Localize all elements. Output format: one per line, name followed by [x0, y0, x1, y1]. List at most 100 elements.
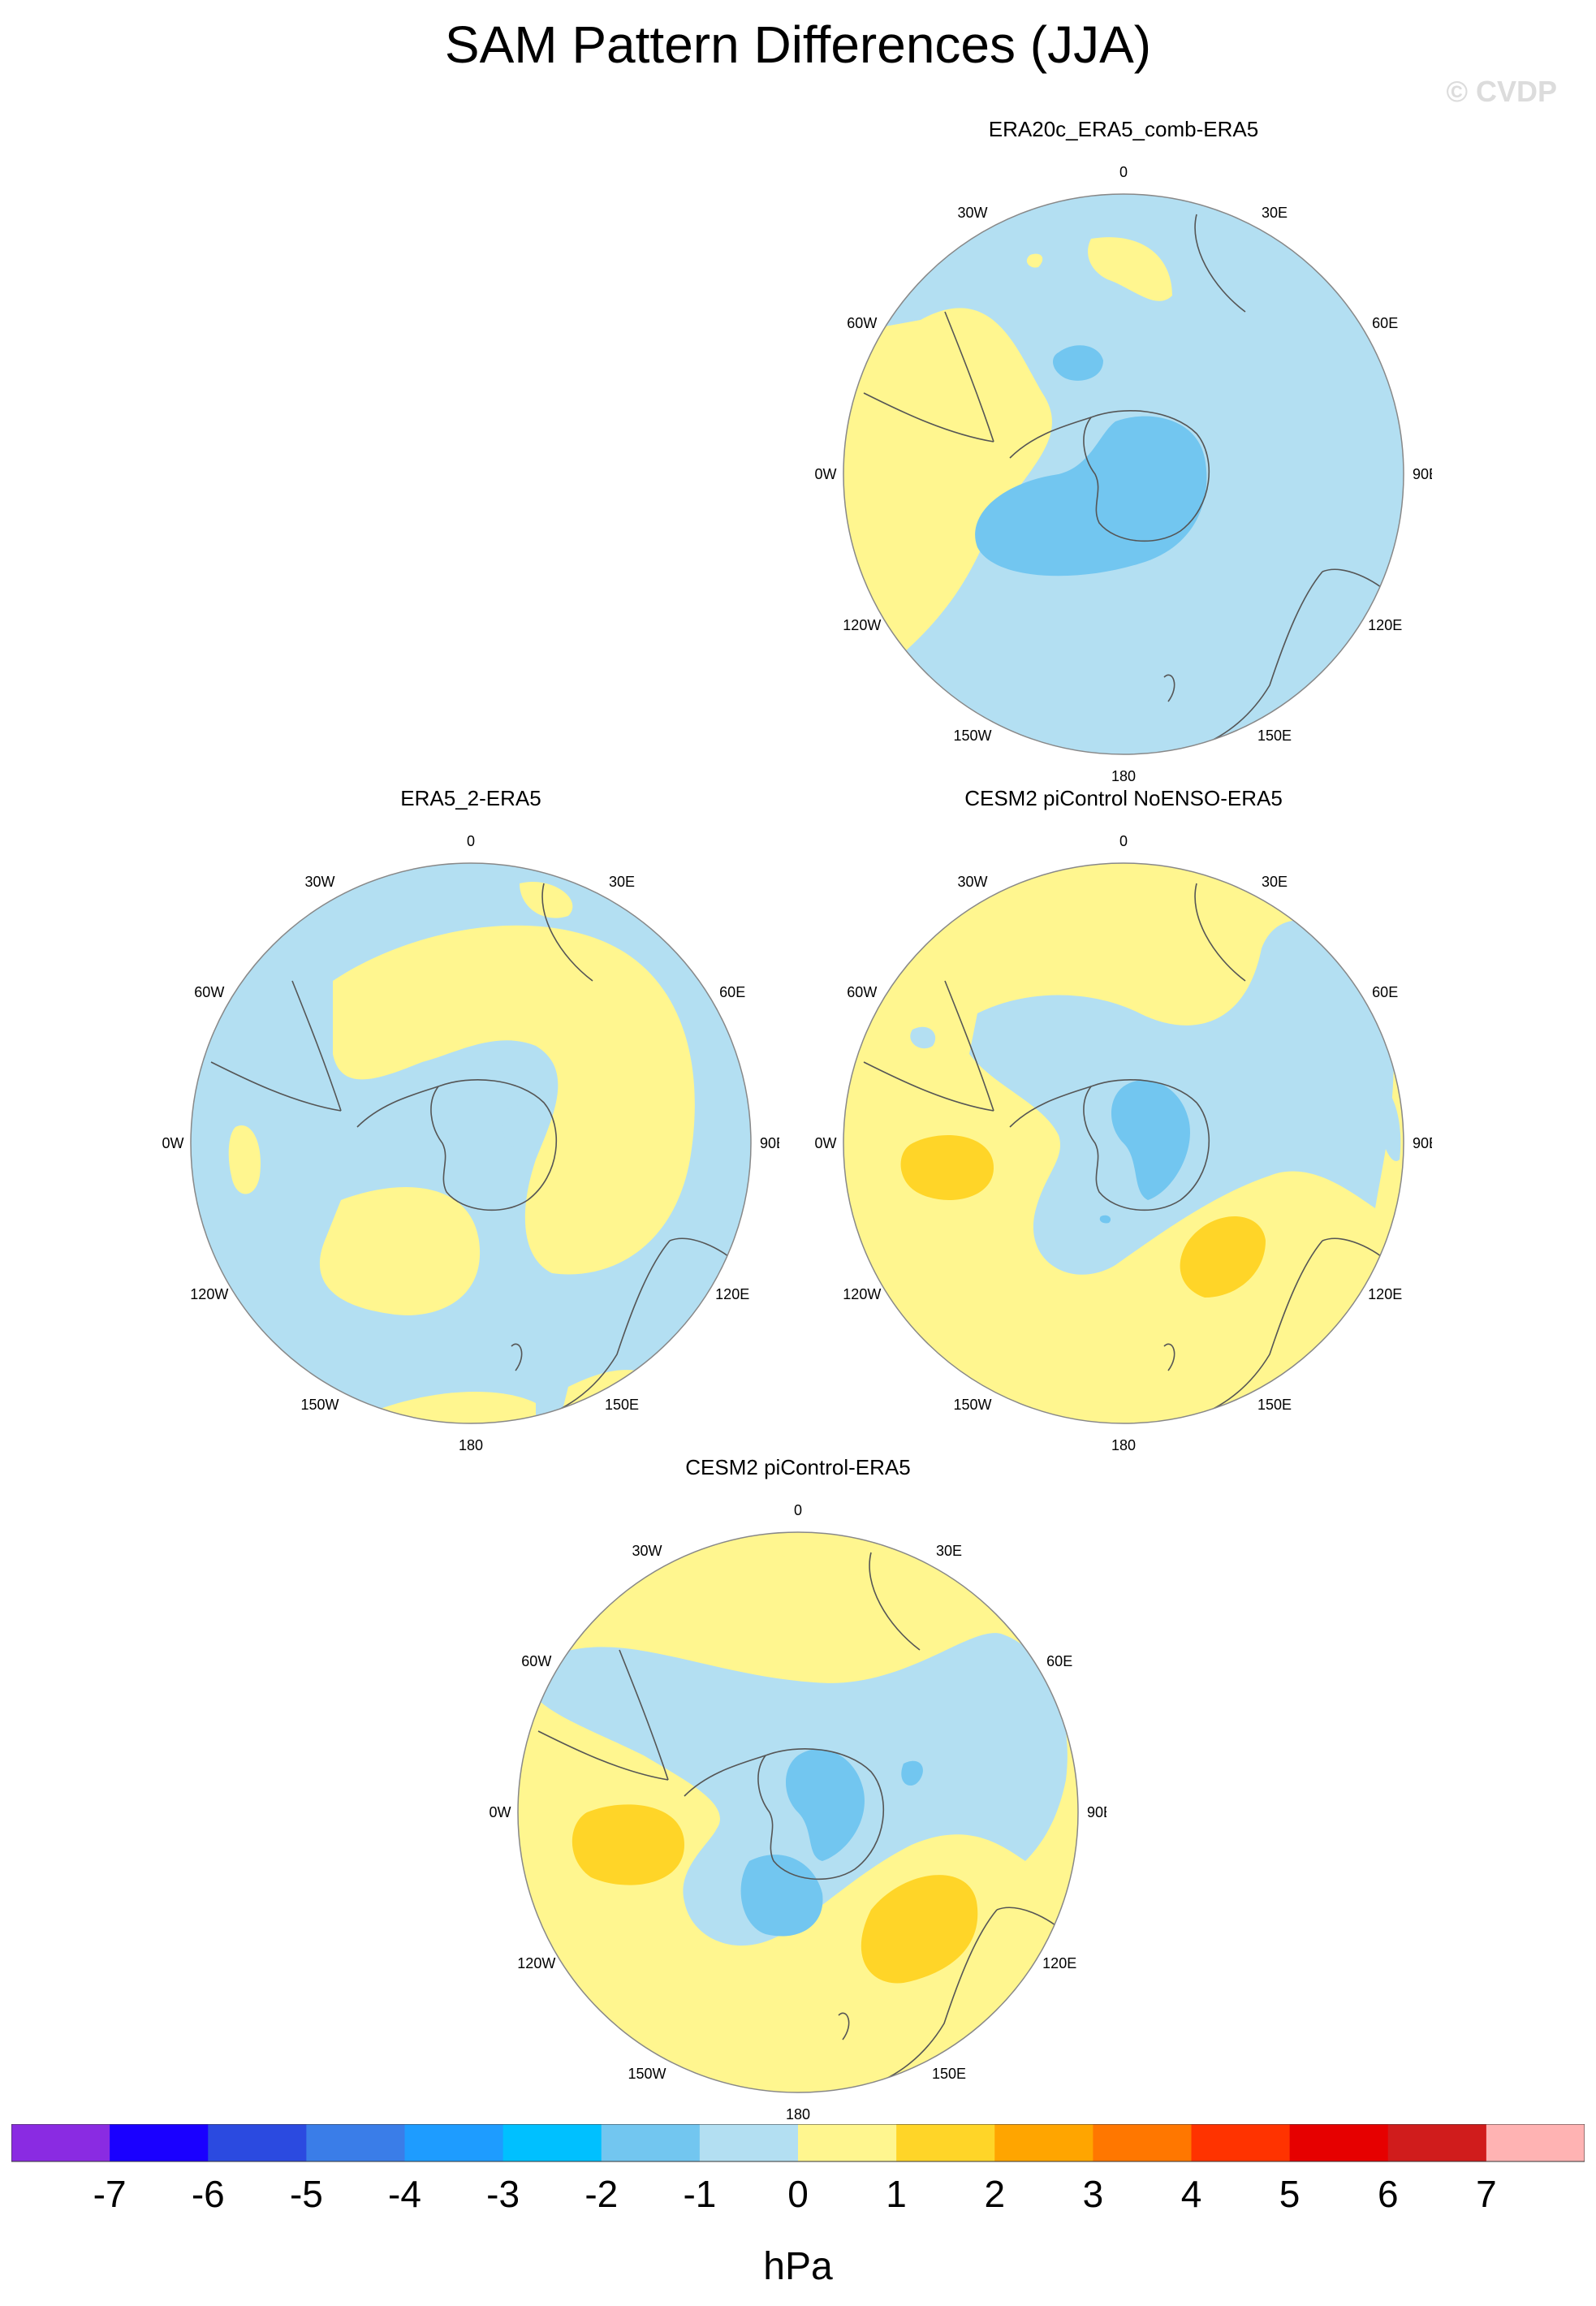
lon-label-120e: 120E: [1368, 1286, 1402, 1302]
lon-label-150w: 150W: [628, 2066, 666, 2082]
map-outline: [517, 1531, 1079, 2093]
field-negative-region: [975, 416, 1207, 576]
map-outline: [190, 862, 752, 1424]
field-positive-region: [900, 1135, 994, 1200]
lon-label-150e: 150E: [605, 1397, 639, 1413]
colorbar-box: [208, 2124, 307, 2161]
map-panel-cesm2: CESM2 piControl-ERA5 0 30E 60E 90E 120E 150E 1…: [490, 1455, 1106, 2137]
lon-label-60e: 60E: [719, 984, 745, 1000]
colorbar-box: [110, 2124, 209, 2161]
lon-label-180: 180: [786, 2106, 810, 2122]
lon-label-90e: 90E: [1413, 466, 1432, 482]
field-negative-region: [1379, 1086, 1401, 1161]
lon-label-120e: 120E: [1042, 1955, 1076, 1971]
lon-label-150w: 150W: [953, 728, 991, 744]
panel-title: CESM2 piControl NoENSO-ERA5: [964, 786, 1283, 810]
page-title: SAM Pattern Differences (JJA): [444, 15, 1152, 74]
colorbar-box: [503, 2124, 602, 2161]
colorbar-box: [404, 2124, 504, 2161]
field-positive-region: [1088, 237, 1172, 301]
colorbar-tick-label: -1: [683, 2173, 716, 2215]
colorbar-box: [699, 2124, 799, 2161]
field-positive-region: [1026, 253, 1043, 268]
lon-label-90e: 90E: [1413, 1135, 1432, 1151]
colorbar-tick-label: 7: [1476, 2173, 1497, 2215]
lon-label-120w: 120W: [843, 617, 881, 633]
field-positive-region: [1180, 1216, 1266, 1298]
colorbar-tick-label: -5: [290, 2173, 323, 2215]
lon-label-90e: 90E: [1087, 1804, 1106, 1820]
lon-label-30e: 30E: [609, 874, 635, 890]
coastlines: [210, 883, 740, 1420]
colorbar-box: [798, 2124, 897, 2161]
colorbar-units: hPa: [763, 2245, 833, 2288]
lon-label-60w: 60W: [847, 984, 877, 1000]
map-outline: [843, 862, 1404, 1424]
colorbar-tick-label: 2: [985, 2173, 1006, 2215]
map-outline: [843, 193, 1404, 755]
colorbar-box: [1289, 2124, 1389, 2161]
colorbar-box: [1191, 2124, 1291, 2161]
field-negative-region: [502, 1103, 550, 1149]
lon-label-0: 0: [1119, 164, 1128, 180]
colorbar-tick-label: -7: [93, 2173, 127, 2215]
lon-label-30w: 30W: [957, 205, 987, 221]
colorbar-box: [306, 2124, 406, 2161]
lon-label-60e: 60E: [1372, 315, 1398, 331]
colorbar-box: [1486, 2124, 1585, 2161]
colorbar-tick-label: -2: [584, 2173, 618, 2215]
lon-label-120w: 120W: [843, 1286, 881, 1302]
field-negative-region: [901, 1760, 923, 1786]
lon-label-90w: 90W: [162, 1135, 184, 1151]
lon-label-150e: 150E: [1257, 728, 1292, 744]
polar-map: 0 30E 60E 90E 120E 150E 180 150W 120W 90W 60W 30W: [490, 1502, 1106, 2122]
colorbar-box: [1093, 2124, 1193, 2161]
lon-label-30e: 30E: [936, 1543, 962, 1559]
colorbar-tick-label: 4: [1181, 2173, 1202, 2215]
field-positive-region: [373, 1392, 536, 1423]
lon-label-150w: 150W: [953, 1397, 991, 1413]
field-positive-region: [520, 882, 573, 918]
lon-label-180: 180: [1111, 1437, 1136, 1453]
lon-label-120w: 120W: [190, 1286, 228, 1302]
colorbar-box: [11, 2124, 110, 2161]
lon-label-90w: 90W: [490, 1804, 511, 1820]
colorbar-box: [601, 2124, 701, 2161]
lon-label-150e: 150E: [1257, 1397, 1292, 1413]
panel-title: ERA5_2-ERA5: [400, 786, 541, 810]
lon-label-90w: 90W: [815, 1135, 837, 1151]
lon-label-150w: 150W: [300, 1397, 339, 1413]
map-panel-cesm2-noenso: CESM2 piControl NoENSO-ERA5 0 30E 60E 90E 12…: [815, 786, 1432, 1468]
panel-title: ERA20c_ERA5_comb-ERA5: [988, 117, 1259, 141]
colorbar-tick-label: -4: [388, 2173, 421, 2215]
field-positive-region: [333, 925, 695, 1275]
field-negative-region: [1099, 1215, 1111, 1224]
watermark: © CVDP: [1446, 75, 1557, 108]
colorbar-boxes: [11, 2124, 1585, 2162]
panel-title: CESM2 piControl-ERA5: [685, 1455, 911, 1479]
map-panel-era5-2: ERA5_2-ERA5 0 30E 60E 90E 120E 150E 180 150W 120…: [162, 786, 779, 1468]
lon-label-180: 180: [459, 1437, 483, 1453]
lon-label-150e: 150E: [932, 2066, 966, 2082]
field-negative-region: [740, 1855, 823, 1937]
lon-label-60w: 60W: [847, 315, 877, 331]
longitude-labels: 0 30E 60E 90E 120E 150E 180 150W 120W 90W 60W 30W: [815, 164, 1432, 784]
field-positive-region: [319, 1187, 481, 1315]
colorbar-box: [896, 2124, 995, 2161]
colorbar-tick-label: 3: [1083, 2173, 1104, 2215]
colorbar-outline: [11, 2124, 1585, 2162]
map-panel-era20c: ERA20c_ERA5_comb-ERA5 0 30E 60E 90E 120E 150E…: [815, 117, 1432, 799]
lon-label-30w: 30W: [304, 874, 334, 890]
colorbar-tick-label: 1: [886, 2173, 907, 2215]
lon-label-30w: 30W: [957, 874, 987, 890]
lon-label-120e: 120E: [1368, 617, 1402, 633]
colorbar-tick-label: -3: [486, 2173, 520, 2215]
field-negative-region: [969, 920, 1394, 1275]
longitude-labels: 0 30E 60E 90E 120E 150E 180 150W 120W 90W 60W 30W: [162, 833, 779, 1453]
lon-label-0: 0: [467, 833, 475, 849]
field-negative-region: [1111, 1080, 1190, 1200]
colorbar-tick-label: -6: [192, 2173, 225, 2215]
lon-label-60e: 60E: [1372, 984, 1398, 1000]
lon-label-90w: 90W: [815, 466, 837, 482]
colorbar-tick-label: 0: [787, 2173, 809, 2215]
